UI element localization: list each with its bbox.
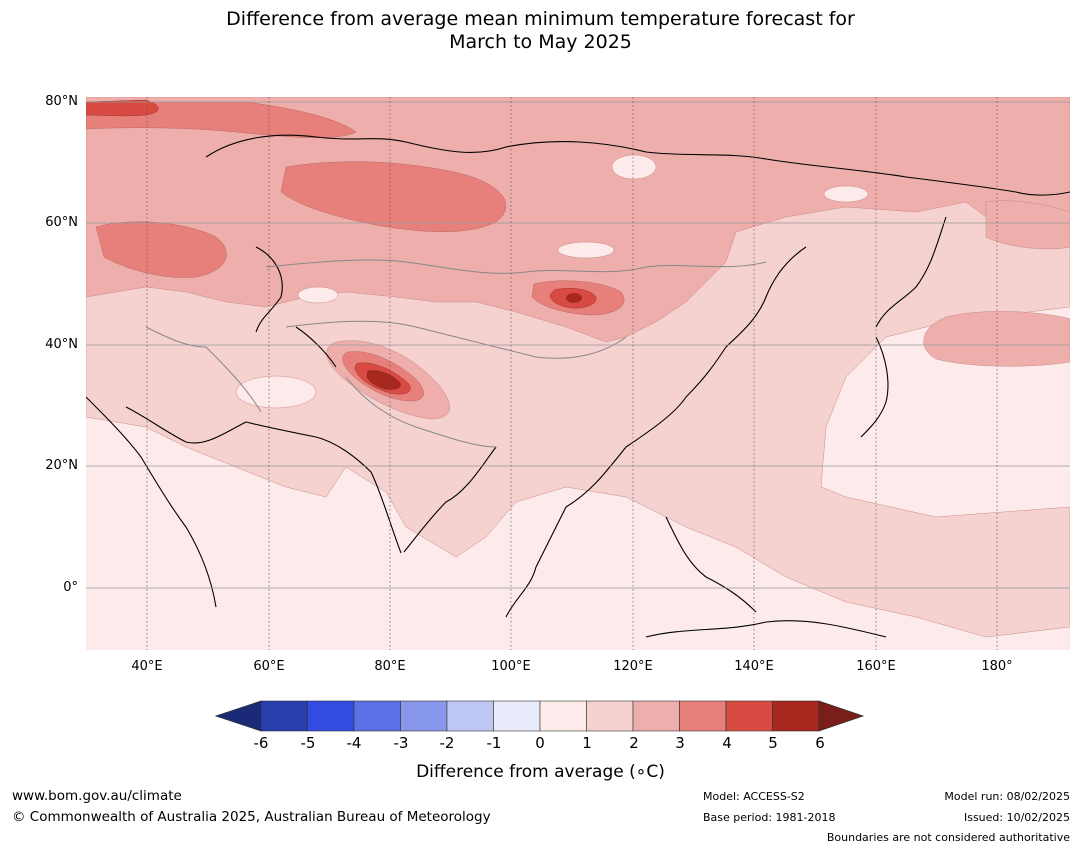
lon-label-180: 180° — [981, 659, 1013, 674]
coastlines — [86, 134, 1070, 638]
meridians — [146, 97, 998, 650]
colorbar-tick: 6 — [815, 734, 825, 752]
colorbar — [215, 700, 865, 732]
colorbar-segment — [353, 700, 401, 732]
colorbar-extend-low — [215, 700, 262, 732]
footer-website: www.bom.gov.au/climate — [12, 788, 182, 804]
graticule — [86, 101, 1070, 589]
anomaly-5-to-6-tibet — [366, 370, 401, 390]
anomaly-3-to-4-siberia — [280, 161, 507, 232]
anomaly-5-to-6-mongolia — [566, 293, 582, 303]
lon-label-40e: 40°E — [131, 659, 163, 674]
colorbar-segment — [307, 700, 355, 732]
map-title-line-1: Difference from average mean minimum tem… — [226, 8, 855, 30]
lon-label-140e: 140°E — [734, 659, 774, 674]
colorbar-tick: -2 — [439, 734, 455, 752]
colorbar-tick: -1 — [486, 734, 502, 752]
colorbar-segment — [632, 700, 680, 732]
footer-model-run: Model run: 08/02/2025 — [944, 790, 1070, 803]
map-title-line-2: March to May 2025 — [449, 31, 632, 53]
colorbar-segment — [586, 700, 634, 732]
colorbar-extend-high — [818, 700, 865, 732]
footer-disclaimer: Boundaries are not considered authoritat… — [826, 831, 1070, 844]
anomaly-pocket — [557, 241, 615, 259]
footer-model: Model: ACCESS-S2 — [703, 790, 805, 803]
colorbar-tick: -6 — [253, 734, 269, 752]
colorbar-tick: 2 — [629, 734, 639, 752]
colorbar-label: Difference from average (∘C) — [416, 762, 665, 782]
colorbar-tick: -3 — [393, 734, 409, 752]
colorbar-tick: 1 — [582, 734, 592, 752]
footer-issued: Issued: 10/02/2025 — [963, 811, 1070, 824]
anomaly-2-to-3-region — [86, 97, 1070, 343]
colorbar-segment — [725, 700, 773, 732]
colorbar-tick: 0 — [535, 734, 545, 752]
anomaly-3-to-4-west — [95, 221, 227, 278]
anomaly-2-to-3-north-pacific — [985, 200, 1070, 250]
footer-base-period: Base period: 1981-2018 — [703, 811, 836, 824]
colorbar-tick: 3 — [675, 734, 685, 752]
colorbar-segment — [493, 700, 541, 732]
lat-label-equator: 0° — [63, 580, 78, 595]
lon-label-80e: 80°E — [374, 659, 406, 674]
lon-label-100e: 100°E — [491, 659, 531, 674]
anomaly-pocket — [235, 375, 317, 409]
lon-label-60e: 60°E — [253, 659, 285, 674]
lat-label-60n: 60°N — [45, 215, 78, 230]
map-title: Difference from average mean minimum tem… — [0, 8, 1081, 54]
lon-label-160e: 160°E — [856, 659, 896, 674]
lon-label-120e: 120°E — [613, 659, 653, 674]
anomaly-4-to-5-north — [86, 99, 159, 117]
lat-label-40n: 40°N — [45, 337, 78, 352]
colorbar-segment — [446, 700, 494, 732]
colorbar-segment — [539, 700, 587, 732]
colorbar-tick: 5 — [768, 734, 778, 752]
colorbar-segment — [772, 700, 820, 732]
anomaly-pocket — [297, 286, 339, 304]
colorbar-segment — [400, 700, 448, 732]
lat-label-80n: 80°N — [45, 94, 78, 109]
colorbar-segment — [260, 700, 308, 732]
colorbar-segment — [679, 700, 727, 732]
colorbar-tick: -4 — [346, 734, 362, 752]
lat-label-20n: 20°N — [45, 458, 78, 473]
anomaly-pocket — [611, 154, 657, 180]
colorbar-tick: -5 — [300, 734, 316, 752]
country-boundaries — [145, 259, 767, 448]
colorbar-tick: 4 — [722, 734, 732, 752]
forecast-map — [86, 97, 1070, 650]
footer-copyright: © Commonwealth of Australia 2025, Austra… — [12, 809, 491, 825]
anomaly-pocket — [823, 185, 869, 203]
anomaly-2-to-3-pacific — [923, 311, 1070, 367]
